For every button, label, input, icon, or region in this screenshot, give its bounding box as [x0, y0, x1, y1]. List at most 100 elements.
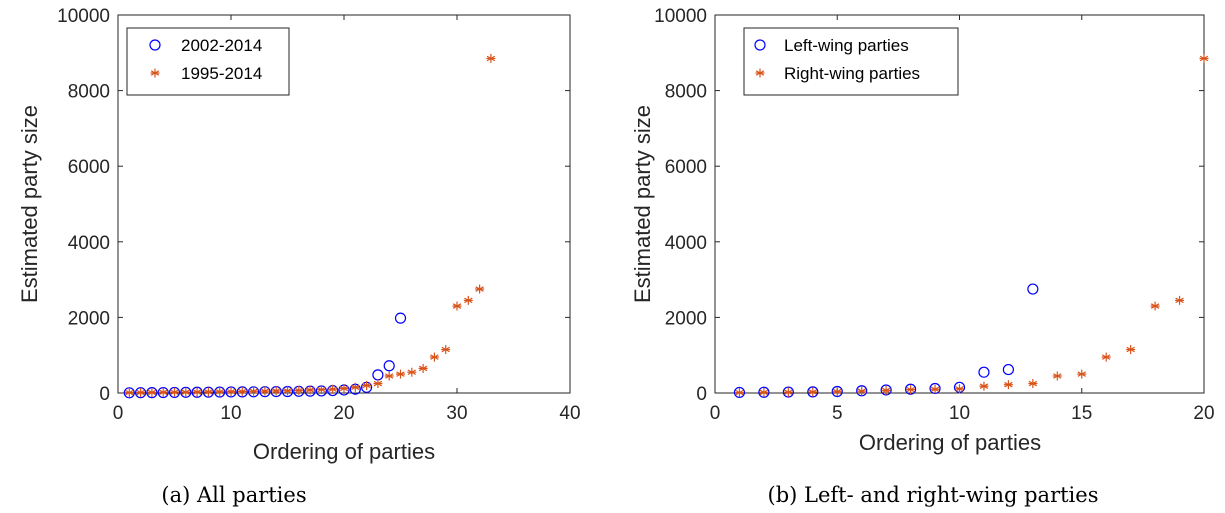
point-b-s1-6 — [881, 385, 891, 395]
y-tick-label-a-5: 10000 — [57, 6, 110, 27]
point-b-s1-19 — [1199, 53, 1209, 63]
legend-label-a-1: 1995-2014 — [181, 64, 262, 83]
point-a-s1-4 — [170, 387, 179, 397]
point-b-s1-13 — [1052, 371, 1062, 381]
point-a-s1-27 — [429, 352, 439, 362]
point-b-s0-3 — [807, 386, 819, 398]
y-axis-label-b: Estimated party size — [630, 105, 655, 303]
point-a-s0-6 — [191, 386, 203, 398]
point-b-s1-3 — [808, 387, 818, 397]
point-b-s0-11 — [1002, 363, 1015, 376]
point-a-s0-7 — [202, 386, 214, 398]
legend-marker-circle-a — [149, 39, 161, 51]
panel-b: 0 5 10 15 20 0 2000 4000 6000 8000 10000 Ordering … — [630, 6, 1215, 507]
point-a-s1-9 — [226, 387, 236, 397]
x-axis-label-b: Ordering of parties — [859, 430, 1041, 455]
x-tick-label-b-1: 5 — [832, 403, 843, 424]
y-axis-label-a: Estimated party size — [17, 105, 42, 303]
point-a-s1-5 — [181, 387, 191, 397]
x-tick-label-a-3: 30 — [446, 403, 467, 424]
point-b-s1-15 — [1101, 352, 1111, 362]
legend-marker-asterisk-a — [150, 68, 160, 78]
x-tick-label-b-0: 0 — [710, 403, 721, 424]
y-tick-label-a-2: 4000 — [68, 233, 110, 254]
point-a-s0-23 — [383, 360, 395, 372]
point-a-s1-30 — [463, 295, 473, 305]
point-b-s0-4 — [831, 385, 843, 398]
point-b-s0-10 — [978, 366, 990, 378]
legend-label-a-0: 2002-2014 — [181, 36, 262, 55]
point-a-s0-4 — [168, 386, 181, 399]
point-b-s1-16 — [1126, 345, 1136, 355]
point-b-s1-17 — [1150, 301, 1160, 311]
point-a-s1-22 — [373, 379, 383, 389]
point-a-s0-24 — [394, 312, 407, 324]
point-b-s1-7 — [906, 385, 916, 395]
legend-a: 2002-2014 1995-2014 — [126, 27, 290, 96]
point-b-s1-8 — [930, 384, 940, 394]
point-b-s0-6 — [880, 384, 892, 396]
point-a-s1-3 — [158, 387, 168, 397]
point-a-s0-10 — [236, 386, 248, 398]
x-axis-label-a: Ordering of parties — [253, 439, 435, 464]
y-tick-label-a-1: 2000 — [68, 308, 110, 329]
caption-b: (b) Left- and right-wing parties — [768, 483, 1099, 507]
panel-a: 0 10 20 30 40 0 2000 4000 6000 8000 10000 Ordering… — [17, 6, 581, 507]
point-b-s1-9 — [955, 384, 964, 394]
legend-asterisk-a — [150, 68, 160, 78]
point-a-s0-8 — [214, 386, 226, 398]
point-a-s1-13 — [271, 386, 281, 396]
point-a-s1-7 — [203, 387, 213, 397]
x-tick-label-a-0: 0 — [113, 403, 124, 424]
point-b-s1-1 — [759, 387, 769, 397]
point-b-s0-1 — [758, 386, 770, 398]
y-tick-label-b-1: 2000 — [665, 308, 707, 329]
point-a-s1-16 — [305, 385, 315, 395]
point-b-s1-2 — [783, 387, 793, 397]
point-b-s0-12 — [1027, 283, 1039, 295]
point-a-s0-2 — [146, 387, 158, 399]
y-tick-label-b-3: 6000 — [665, 157, 707, 178]
y-tick-label-a-3: 6000 — [68, 157, 110, 178]
marks-b — [733, 53, 1209, 399]
point-a-s1-26 — [418, 363, 428, 373]
point-a-s1-21 — [362, 380, 372, 390]
point-b-s1-4 — [832, 387, 842, 397]
y-tick-label-b-2: 4000 — [665, 233, 707, 254]
y-tick-label-b-4: 8000 — [665, 82, 707, 103]
point-b-s1-12 — [1028, 379, 1038, 389]
legend-marker-asterisk-b — [755, 68, 765, 78]
point-a-s1-2 — [147, 387, 157, 397]
point-a-s1-32 — [486, 53, 496, 63]
point-a-s0-0 — [123, 387, 135, 399]
point-a-s1-6 — [192, 387, 202, 397]
legend-label-b-0: Left-wing parties — [784, 36, 909, 55]
point-a-s1-20 — [350, 382, 360, 392]
legend-label-b-1: Right-wing parties — [784, 64, 920, 83]
x-tick-label-a-1: 10 — [220, 403, 241, 424]
y-tick-label-b-0: 0 — [696, 384, 707, 405]
x-tick-label-b-4: 20 — [1193, 403, 1214, 424]
point-b-s1-18 — [1175, 295, 1185, 305]
x-tick-label-a-2: 20 — [333, 403, 354, 424]
point-a-s1-25 — [407, 367, 417, 377]
ticks-a: 0 10 20 30 40 0 2000 4000 6000 8000 10000 — [57, 6, 580, 424]
point-a-s1-14 — [283, 386, 292, 396]
y-tick-label-b-5: 10000 — [654, 6, 707, 27]
point-b-s1-10 — [979, 381, 989, 391]
point-a-s0-5 — [180, 386, 192, 398]
caption-a: (a) All parties — [161, 483, 306, 507]
x-tick-label-b-2: 10 — [949, 403, 970, 424]
point-a-s0-9 — [225, 386, 237, 398]
point-a-s1-29 — [452, 301, 462, 311]
point-a-s1-0 — [124, 388, 134, 398]
ticks-b: 0 5 10 15 20 0 2000 4000 6000 8000 10000 — [654, 6, 1214, 424]
point-b-s0-7 — [904, 383, 917, 395]
point-a-s1-23 — [384, 371, 394, 381]
point-a-s1-31 — [475, 284, 485, 294]
x-tick-label-a-4: 40 — [559, 403, 580, 424]
legend-box-b — [743, 27, 959, 96]
point-a-s0-11 — [248, 386, 260, 398]
legend-b: Left-wing parties Right-wing parties — [743, 27, 959, 96]
